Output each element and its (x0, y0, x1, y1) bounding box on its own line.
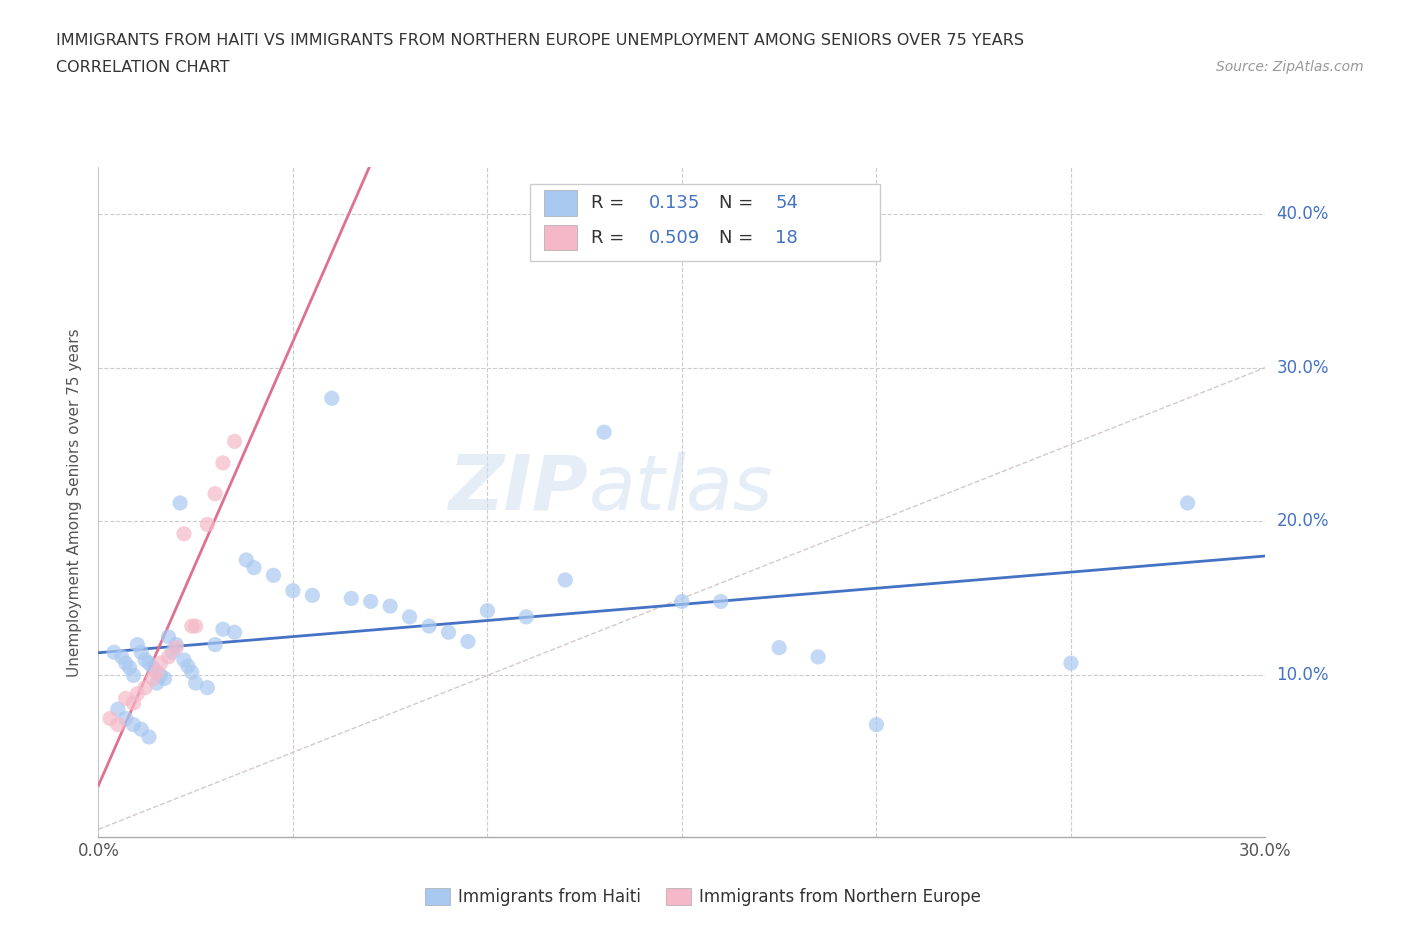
Point (204, 486, 226, 501)
Point (149, 656, 172, 671)
Point (142, 660, 165, 675)
Point (184, 675, 207, 690)
Text: 54: 54 (775, 193, 799, 212)
Point (134, 653, 156, 668)
Point (122, 668, 145, 683)
Point (807, 649, 830, 664)
Point (134, 680, 156, 695)
Point (162, 644, 184, 659)
Text: 40.0%: 40.0% (1277, 205, 1329, 222)
Point (114, 691, 136, 706)
Point (301, 588, 323, 603)
Point (671, 594, 693, 609)
Point (111, 649, 134, 664)
Text: N =: N = (720, 193, 759, 212)
Point (149, 668, 172, 683)
Point (173, 653, 195, 668)
Point (157, 630, 180, 644)
Point (212, 456, 235, 471)
Point (212, 622, 235, 637)
Point (180, 665, 202, 680)
Point (142, 671, 165, 686)
Point (107, 702, 129, 717)
Point (103, 644, 125, 659)
Point (477, 604, 499, 618)
Point (360, 594, 382, 609)
Text: N =: N = (720, 229, 759, 246)
Point (281, 583, 304, 598)
Point (554, 573, 576, 588)
Point (768, 640, 790, 655)
Point (114, 656, 136, 671)
Point (398, 609, 420, 624)
Point (127, 637, 149, 652)
Point (122, 696, 145, 711)
Point (378, 599, 402, 614)
Point (243, 560, 266, 575)
Point (173, 526, 195, 541)
Point (153, 671, 176, 686)
Point (129, 644, 152, 659)
Text: IMMIGRANTS FROM HAITI VS IMMIGRANTS FROM NORTHERN EUROPE UNEMPLOYMENT AMONG SENI: IMMIGRANTS FROM HAITI VS IMMIGRANTS FROM… (56, 33, 1024, 47)
Point (118, 660, 141, 675)
Text: 0.509: 0.509 (650, 229, 700, 246)
Point (98, 711, 121, 726)
Bar (544, 225, 576, 250)
Point (1177, 496, 1199, 511)
Bar (544, 190, 576, 216)
Text: 30.0%: 30.0% (1277, 358, 1329, 377)
Point (157, 649, 180, 664)
Point (114, 711, 136, 726)
Point (204, 637, 226, 652)
Text: ZIP: ZIP (449, 452, 589, 525)
Point (224, 434, 246, 449)
Point (138, 729, 160, 744)
FancyBboxPatch shape (530, 184, 880, 261)
Point (127, 686, 149, 701)
Text: R =: R = (591, 229, 630, 246)
Point (195, 680, 218, 695)
Point (184, 618, 207, 633)
Point (180, 618, 202, 633)
Point (865, 717, 887, 732)
Point (321, 391, 343, 405)
Point (165, 637, 187, 652)
Point (129, 722, 152, 737)
Text: 18: 18 (775, 229, 799, 246)
Point (177, 658, 200, 673)
Point (138, 656, 160, 671)
Point (418, 618, 440, 633)
Point (169, 496, 191, 511)
Text: atlas: atlas (589, 452, 773, 525)
Point (224, 625, 246, 640)
Text: 20.0%: 20.0% (1277, 512, 1329, 530)
Point (146, 675, 169, 690)
Point (1060, 656, 1083, 671)
Point (340, 591, 363, 605)
Point (146, 665, 169, 680)
Point (515, 609, 537, 624)
Point (262, 568, 284, 583)
Text: Source: ZipAtlas.com: Source: ZipAtlas.com (1216, 60, 1364, 74)
Y-axis label: Unemployment Among Seniors over 75 years: Unemployment Among Seniors over 75 years (67, 328, 83, 676)
Text: 10.0%: 10.0% (1277, 667, 1329, 684)
Legend: Immigrants from Haiti, Immigrants from Northern Europe: Immigrants from Haiti, Immigrants from N… (418, 881, 988, 912)
Point (107, 717, 129, 732)
Text: 0.135: 0.135 (650, 193, 700, 212)
Text: CORRELATION CHART: CORRELATION CHART (56, 60, 229, 75)
Point (122, 717, 145, 732)
Point (195, 517, 218, 532)
Text: R =: R = (591, 193, 630, 212)
Point (593, 425, 616, 440)
Point (165, 640, 187, 655)
Point (457, 634, 479, 649)
Point (710, 594, 733, 609)
Point (437, 625, 460, 640)
Point (235, 552, 257, 567)
